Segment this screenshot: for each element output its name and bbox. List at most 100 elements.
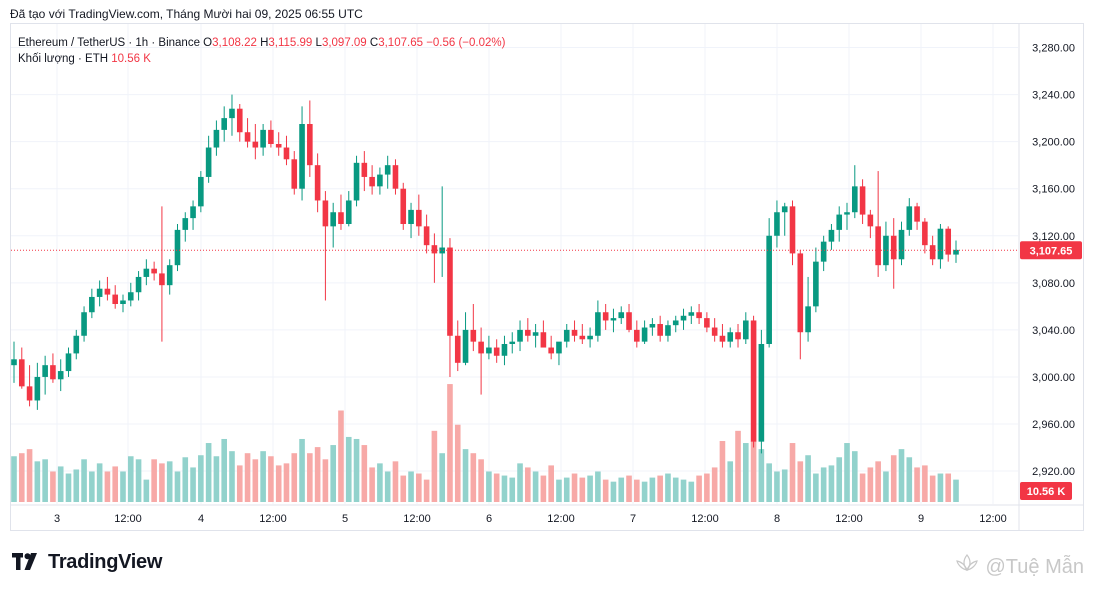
candle-body [338,212,344,224]
candle-body [890,235,897,260]
candle-body [361,162,368,177]
axis-markers: 3,107.65 10.56 K [1020,241,1082,500]
candle-body [766,235,772,344]
candle-body [696,312,702,319]
volume-tag-label: 10.56 K [1027,486,1066,498]
volume-bar [602,479,609,502]
volume-bar [704,473,710,502]
candle-body [836,214,843,230]
y-tick-label: 3,200.00 [1032,137,1075,149]
volume-bar [166,461,173,502]
candle-body [330,212,336,227]
candle-body [462,329,469,363]
candle-body [486,347,492,354]
candle-body [198,176,204,207]
x-tick-label: 6 [486,513,492,525]
y-tick-label: 3,280.00 [1032,43,1075,55]
volume-bar [314,447,321,502]
candle-body [11,359,17,366]
candle-body [151,268,157,274]
volume-bar [781,469,788,502]
volume-bar [65,473,72,502]
volume-bar [657,475,663,502]
candle-body [719,335,726,342]
candle-body [384,165,391,175]
volume-bar [361,445,368,502]
candle-body [244,132,251,142]
volume-bar [416,473,422,502]
volume-bar [11,456,17,502]
candle-body [844,212,850,215]
x-tick-label: 12:00 [114,513,142,525]
y-tick-label: 2,960.00 [1032,419,1075,431]
candle-body [42,365,48,377]
volume-bar [688,481,695,502]
volume-bar [345,436,352,502]
candle-body [416,209,422,227]
volume-bar [104,471,111,502]
candle-body [922,221,928,246]
candle-body [641,327,648,342]
candle-body [517,329,523,342]
volume-bar [470,453,477,502]
volume-bar [774,471,780,502]
candle-body [236,108,243,133]
candle-body [945,228,952,255]
candle-body [57,371,64,380]
watermark: @Tuệ Mẫn [954,553,1084,581]
candle-body [182,218,189,230]
candle-body [159,273,165,286]
candle-body [914,206,920,222]
candle-body [828,229,835,242]
volume-bar [447,384,453,502]
volume-bar [509,477,516,502]
x-tick-label: 12:00 [979,513,1007,525]
volume-bar [236,465,243,502]
volume-bar [275,465,282,502]
y-tick-label: 3,240.00 [1032,90,1075,102]
volume-bar [735,430,741,502]
volume-bar [431,430,438,502]
candle-body [400,188,407,224]
volume-bar [789,443,796,502]
volume-bar [322,459,329,502]
candle-body [392,165,399,189]
volume-row: Khối lượng · ETH 10.56 K [18,51,505,67]
candle-body [470,329,477,342]
volume-bar [610,481,617,502]
low-label: L [315,37,322,49]
volume-bar [135,459,142,502]
candle-body [509,341,516,344]
volume-title[interactable]: Khối lượng · ETH [18,53,109,65]
candle-body [96,288,103,297]
candle-body [439,247,445,254]
candle-body [851,186,858,213]
volume-bar [813,473,819,502]
time-axis: 3 12:00 4 12:00 5 12:00 6 12:00 7 12:00 8 12:00 9 12:… [11,504,1083,525]
candle-body [805,306,811,333]
x-tick-label: 8 [774,513,780,525]
volume-bar [883,471,889,502]
candle-body [525,329,531,336]
tradingview-brand[interactable]: TradingView [12,551,162,573]
volume-bar [174,471,181,502]
volume-bar [867,467,874,502]
candle-body [563,329,570,342]
volume-value: 10.56 K [111,53,151,65]
volume-bar [143,479,150,502]
candle-body [260,129,266,148]
volume-bar [937,473,944,502]
volume-bar [42,459,48,502]
chart-frame [10,23,1084,531]
candle-body [602,312,609,321]
volume-bar [587,475,593,502]
volume-bar [696,475,702,502]
volume-bar [828,465,835,502]
volume-bar [563,477,570,502]
candle-body [774,212,780,236]
candle-body [571,329,578,336]
candle-body [556,341,562,354]
x-tick-label: 9 [918,513,924,525]
symbol-title[interactable]: Ethereum / TetherUS · 1h · Binance [18,37,200,49]
